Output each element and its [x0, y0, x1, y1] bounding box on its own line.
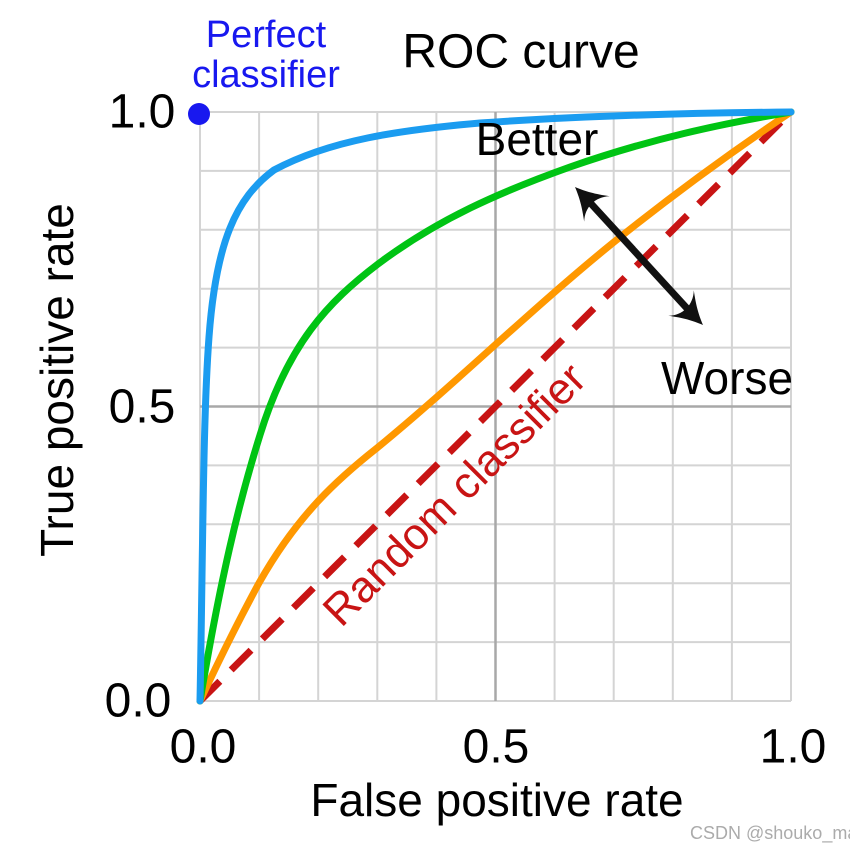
x-tick-1.0: 1.0: [759, 720, 827, 774]
blue-roc-curve: [196, 108, 795, 705]
watermark: CSDN @shouko_mai: [690, 823, 850, 843]
y-tick-0.0: 0.0: [104, 674, 172, 728]
y-tick-0.5: 0.5: [108, 380, 176, 434]
perfect-classifier-label: Perfect classifier: [192, 14, 340, 96]
better-worse-arrow: [575, 187, 703, 325]
arrowhead-down-icon: [668, 290, 703, 325]
arrowhead-up-icon: [575, 187, 610, 222]
chart-title: ROC curve: [402, 25, 640, 79]
orange-roc-curve: [196, 108, 795, 705]
x-axis-label: False positive rate: [310, 774, 684, 826]
x-tick-0.5: 0.5: [462, 720, 530, 774]
y-tick-1.0: 1.0: [108, 85, 176, 139]
x-tick-0.0: 0.0: [169, 720, 237, 774]
random-classifier-line: [197, 109, 794, 704]
green-roc-curve: [196, 108, 795, 705]
worse-label: Worse: [660, 352, 794, 404]
plot-area: [188, 103, 795, 705]
perfect-classifier-dot: [188, 103, 210, 125]
y-axis-label: True positive rate: [31, 203, 83, 557]
better-label: Better: [475, 113, 599, 165]
